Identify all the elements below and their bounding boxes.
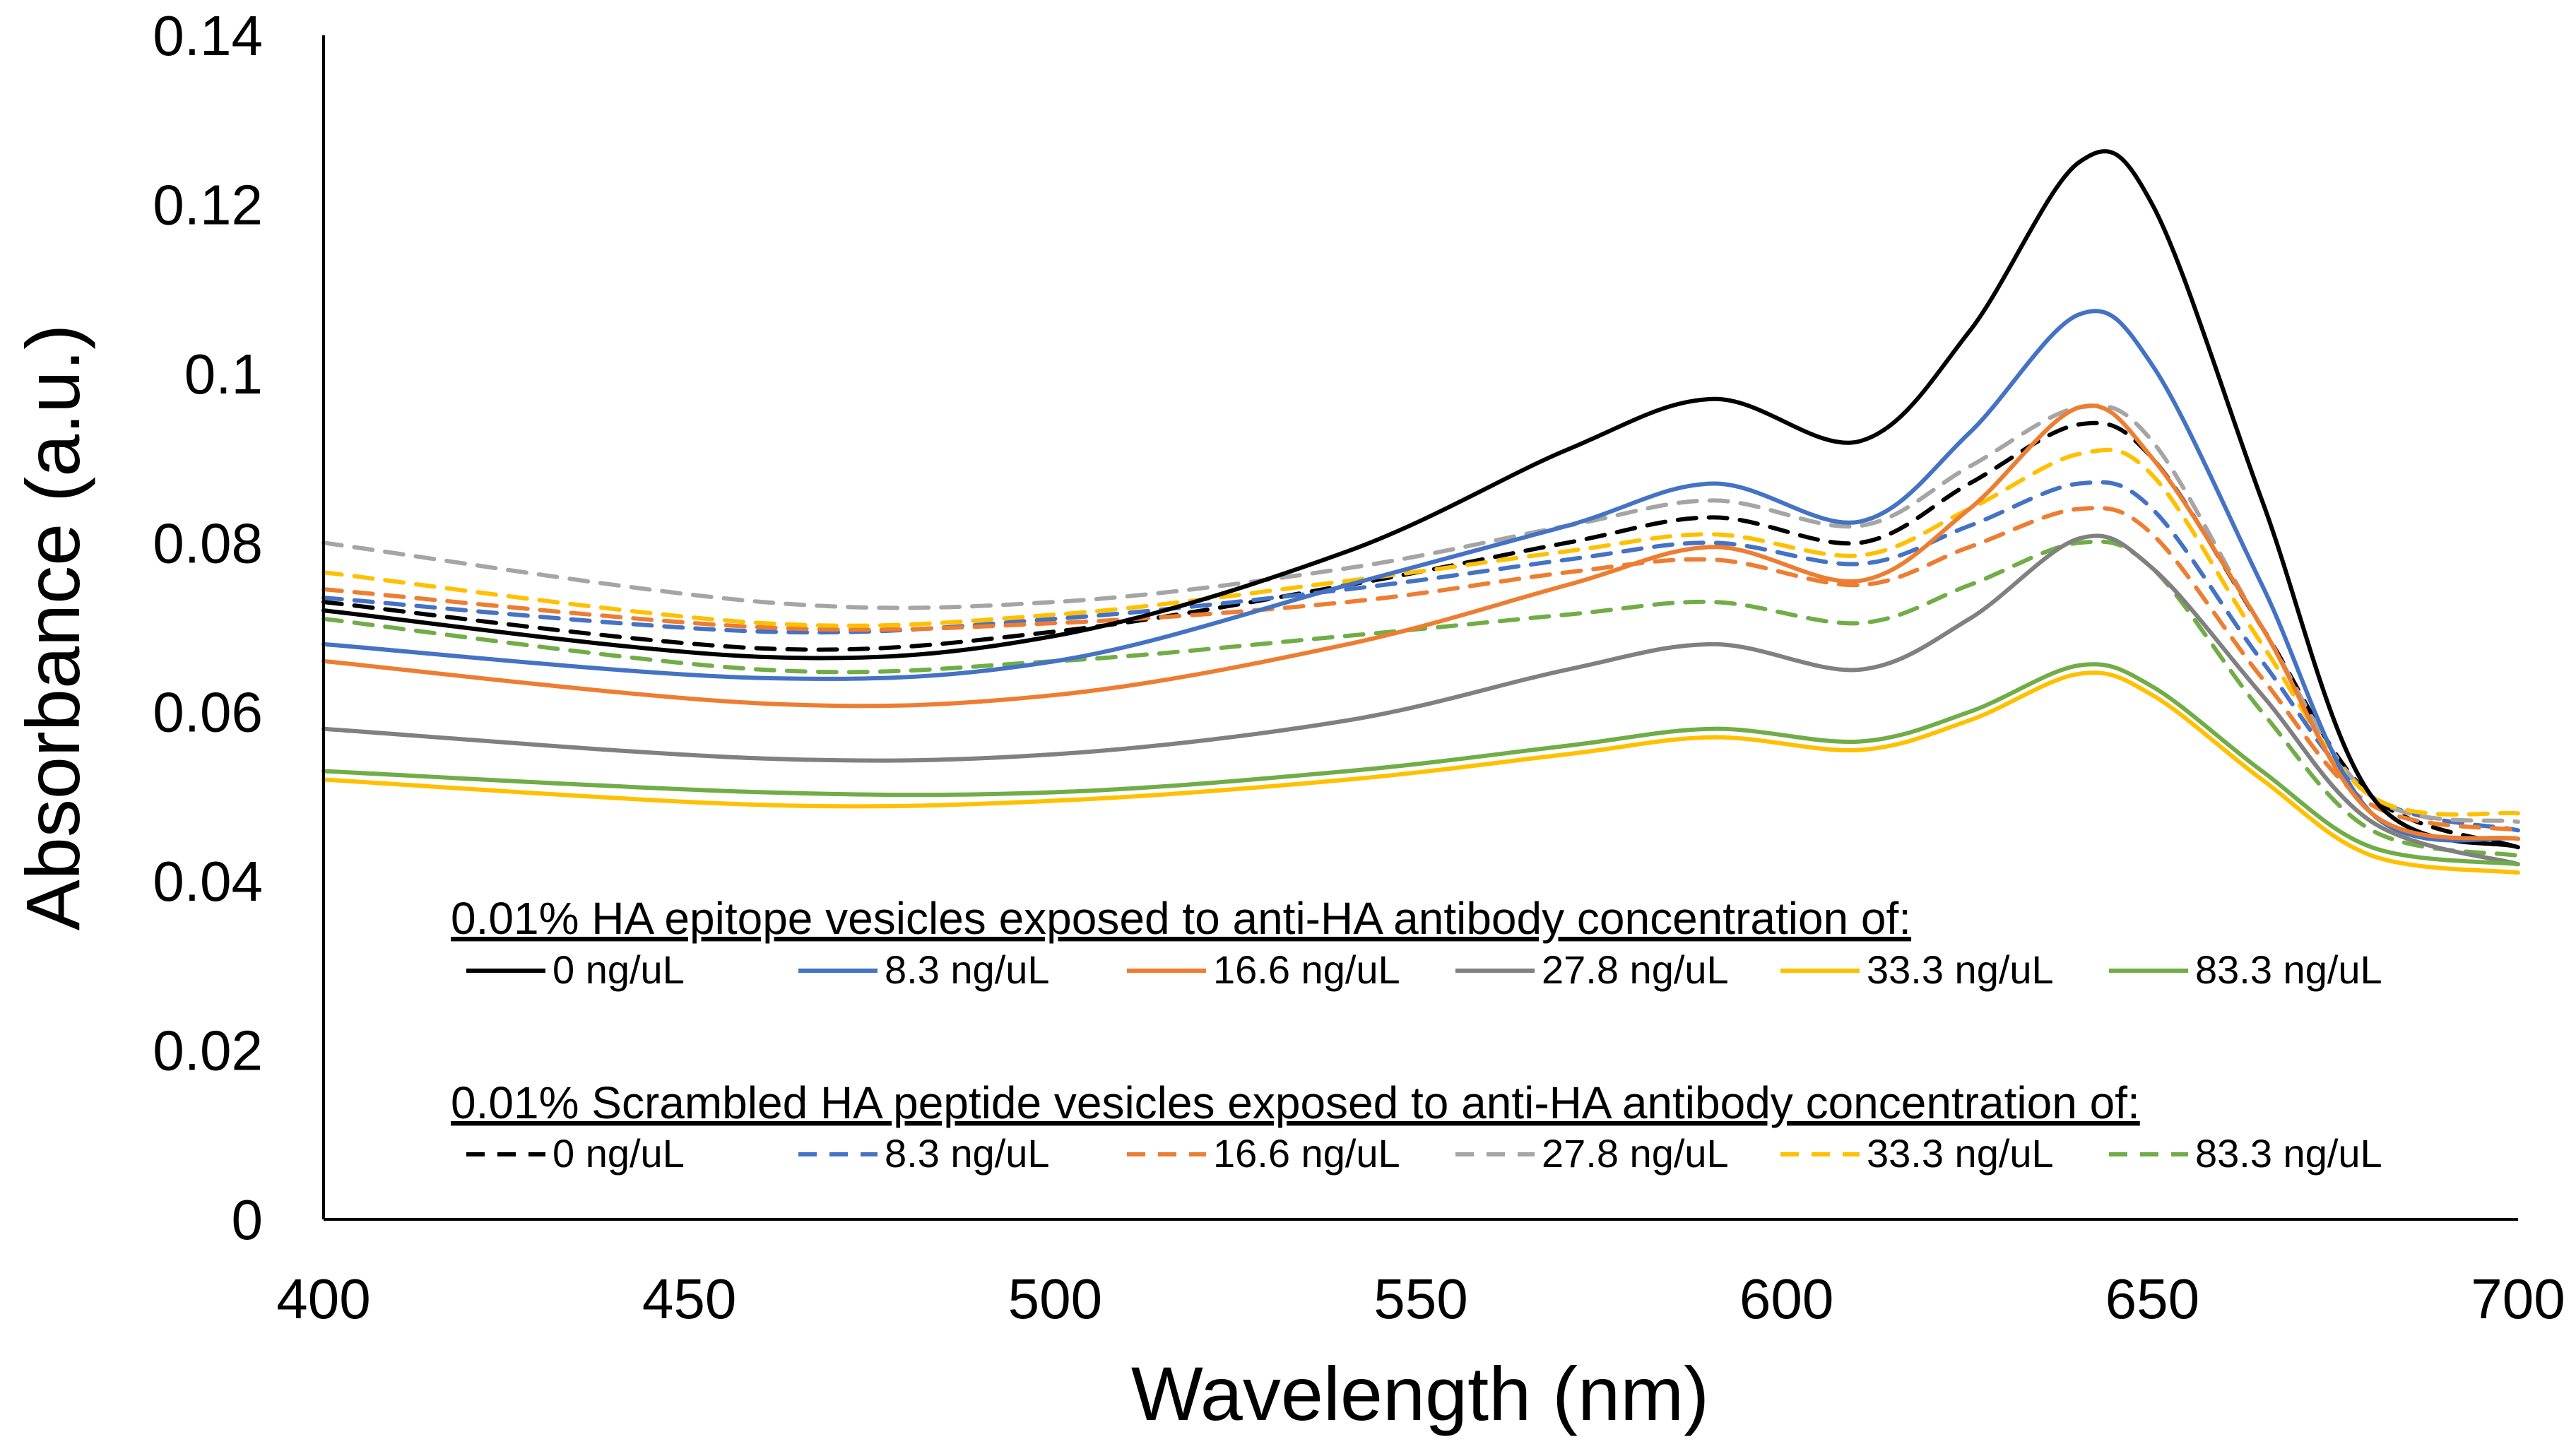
series-line-ha-epitope-8-3-ng-ul <box>321 309 2520 843</box>
y-tick-label: 0.06 <box>153 681 263 744</box>
series-line-ha-epitope-83-3-ng-ul <box>321 662 2520 867</box>
series-line-scrambled-27-8-ng-ul <box>321 403 2520 824</box>
y-tick-label: 0.12 <box>153 173 263 236</box>
legend-label: 83.3 ng/uL <box>2195 947 2382 992</box>
x-tick-label: 400 <box>276 1267 370 1330</box>
x-tick-label: 700 <box>2471 1267 2565 1330</box>
legend-label: 33.3 ng/uL <box>1867 1131 2054 1176</box>
y-tick-label: 0.04 <box>153 850 263 913</box>
y-tick-label: 0.02 <box>153 1019 263 1082</box>
x-tick-label: 550 <box>1373 1267 1467 1330</box>
legend-group-title: 0.01% Scrambled HA peptide vesicles expo… <box>451 1077 2140 1128</box>
legend-label: 83.3 ng/uL <box>2195 1131 2382 1176</box>
y-tick-labels: 0 0.02 0.04 0.06 0.08 0.1 0.12 0.14 <box>153 4 263 1251</box>
x-tick-label: 650 <box>2105 1267 2199 1330</box>
series-line-scrambled-83-3-ng-ul <box>321 539 2520 858</box>
series-line-ha-epitope-27-8-ng-ul <box>321 533 2520 867</box>
x-tick-label: 450 <box>642 1267 736 1330</box>
x-axis-title: Wavelength (nm) <box>1131 1351 1709 1436</box>
y-tick-label: 0.1 <box>184 343 263 406</box>
legend-group-title: 0.01% HA epitope vesicles exposed to ant… <box>451 893 1911 944</box>
legend-label: 8.3 ng/uL <box>885 947 1050 992</box>
series-line-ha-epitope-33-3-ng-ul <box>321 670 2520 875</box>
x-tick-label: 600 <box>1739 1267 1833 1330</box>
series-line-scrambled-16-6-ng-ul <box>321 506 2520 833</box>
legend-label: 27.8 ng/uL <box>1542 1131 1729 1176</box>
legend-label: 0 ng/uL <box>553 947 685 992</box>
legend-label: 33.3 ng/uL <box>1867 947 2054 992</box>
legend-label: 16.6 ng/uL <box>1213 1131 1400 1176</box>
y-axis-title: Absorbance (a.u.) <box>10 324 95 930</box>
legend-label: 16.6 ng/uL <box>1213 947 1400 992</box>
series-line-scrambled-33-3-ng-ul <box>321 447 2520 817</box>
legend: 0.01% HA epitope vesicles exposed to ant… <box>451 893 2382 1176</box>
series-line-scrambled-8-3-ng-ul <box>321 480 2520 833</box>
series-line-scrambled-0-ng-ul <box>321 420 2520 850</box>
legend-label: 27.8 ng/uL <box>1542 947 1729 992</box>
y-tick-label: 0.14 <box>153 4 263 67</box>
series-line-ha-epitope-16-6-ng-ul <box>321 403 2520 841</box>
legend-label: 8.3 ng/uL <box>885 1131 1050 1176</box>
legend-label: 0 ng/uL <box>553 1131 685 1176</box>
y-tick-label: 0.08 <box>153 511 263 574</box>
series-line-ha-epitope-0-ng-ul <box>321 149 2520 850</box>
x-tick-labels: 400 450 500 550 600 650 700 <box>276 1267 2565 1330</box>
x-tick-label: 500 <box>1008 1267 1102 1330</box>
series-layer <box>321 149 2520 875</box>
y-tick-label: 0 <box>232 1188 264 1251</box>
